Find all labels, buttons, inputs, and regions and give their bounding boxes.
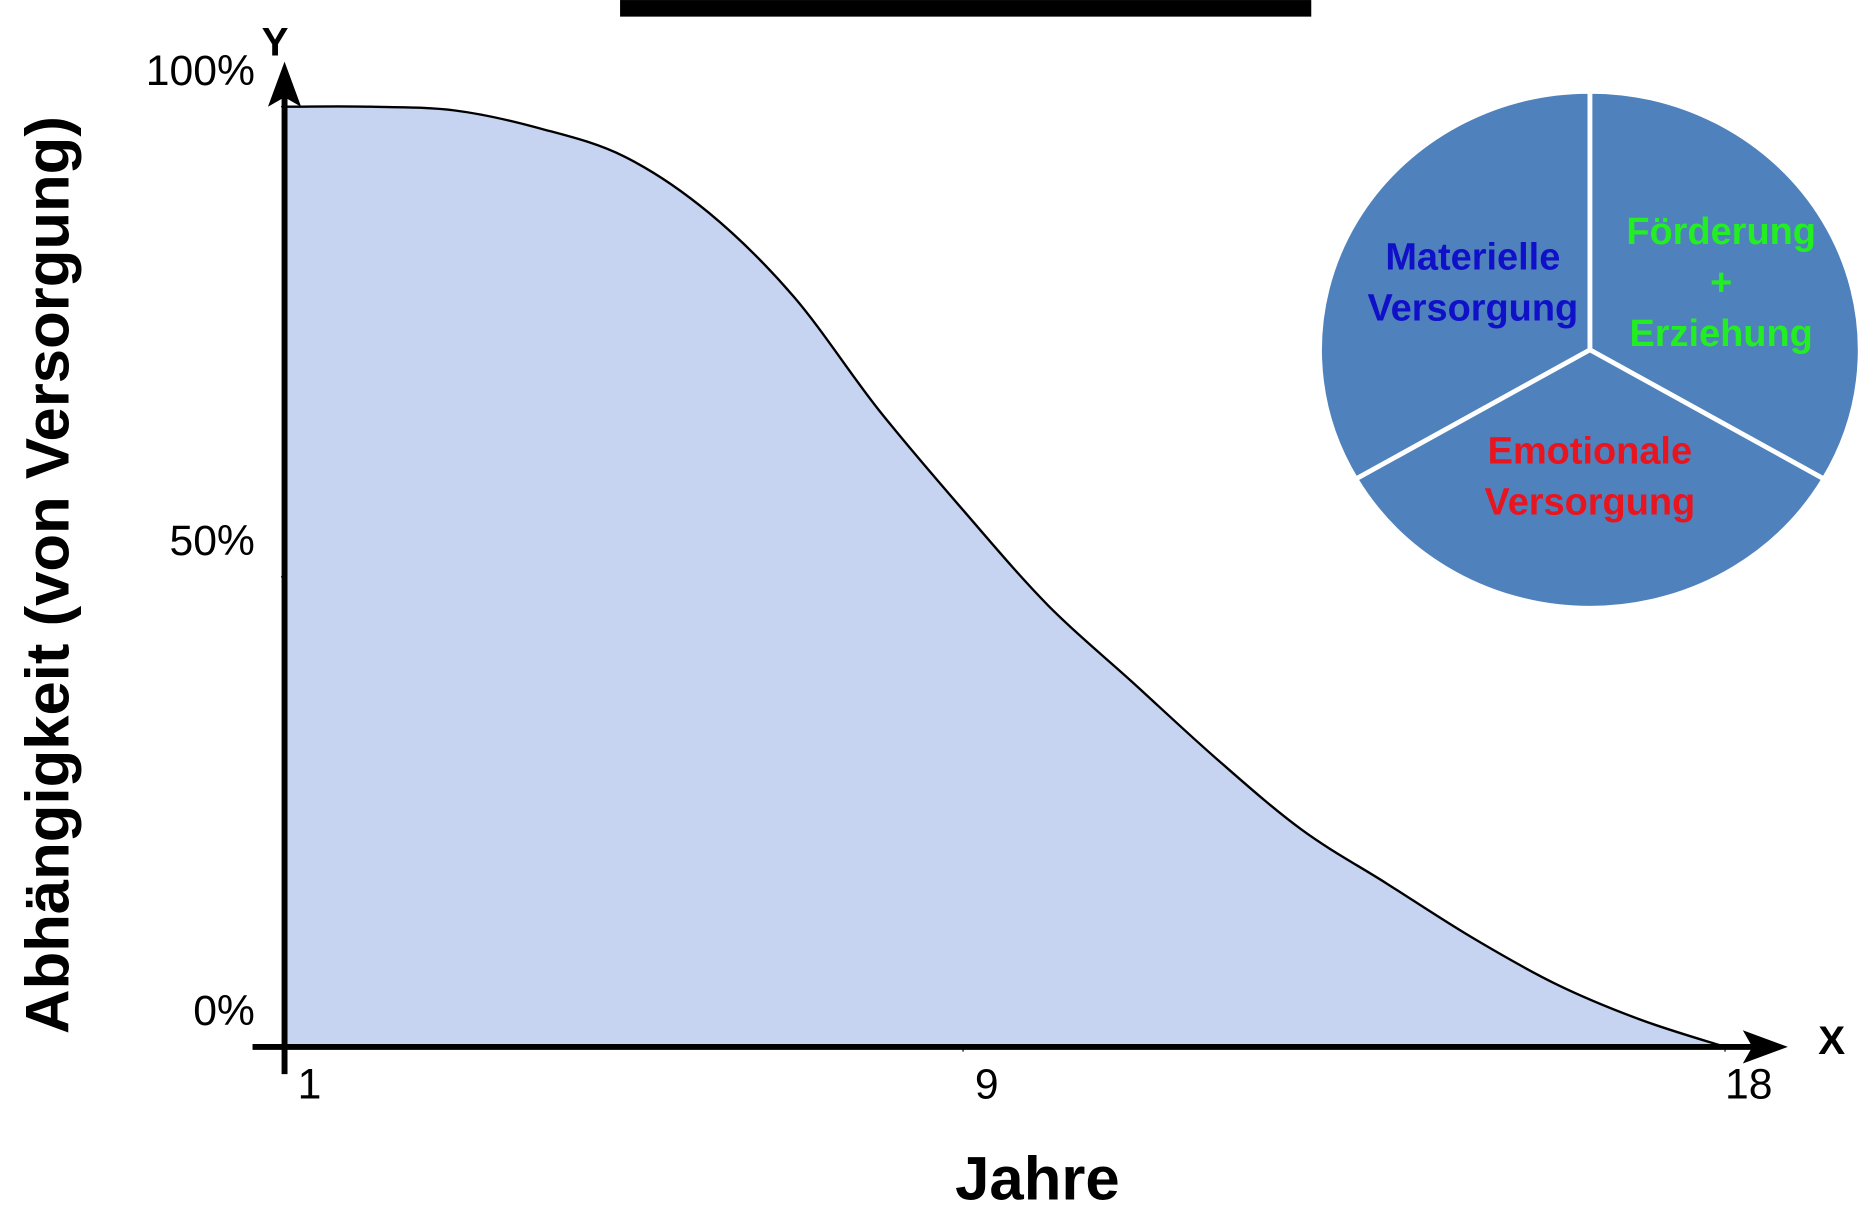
pie-label: Erziehung [1629,313,1812,355]
x-tick-label: 18 [1725,1060,1772,1108]
pie-label: Versorgung [1367,288,1578,330]
pie-slice [1352,347,1828,611]
x-axis-arrow [1742,1030,1788,1064]
x-axis-label: Jahre [955,1145,1120,1214]
pie-slice [1317,88,1593,483]
y-axis-name: Y [262,20,289,65]
pie-label: Förderung [1626,211,1816,253]
y-axis-label: Abhängigkeit (von Versorgung) [13,116,82,1034]
y-tick-label: 0% [193,987,255,1035]
pie-label: Emotionale [1488,431,1692,473]
y-axis-arrow [267,61,302,107]
title-bar-fragment [620,0,1312,17]
area-line [285,105,1726,1049]
x-axis-name: X [1818,1018,1845,1063]
area-fill [285,106,1726,1047]
pie-label: + [1710,262,1732,304]
y-tick-label: 100% [146,47,255,95]
pie-label: Versorgung [1485,482,1696,524]
y-tick-label: 50% [169,517,254,565]
pie-label: Materielle [1385,237,1560,279]
pie-slice [1587,88,1859,483]
x-tick-label: 1 [298,1060,322,1108]
x-tick-label: 9 [975,1060,999,1108]
